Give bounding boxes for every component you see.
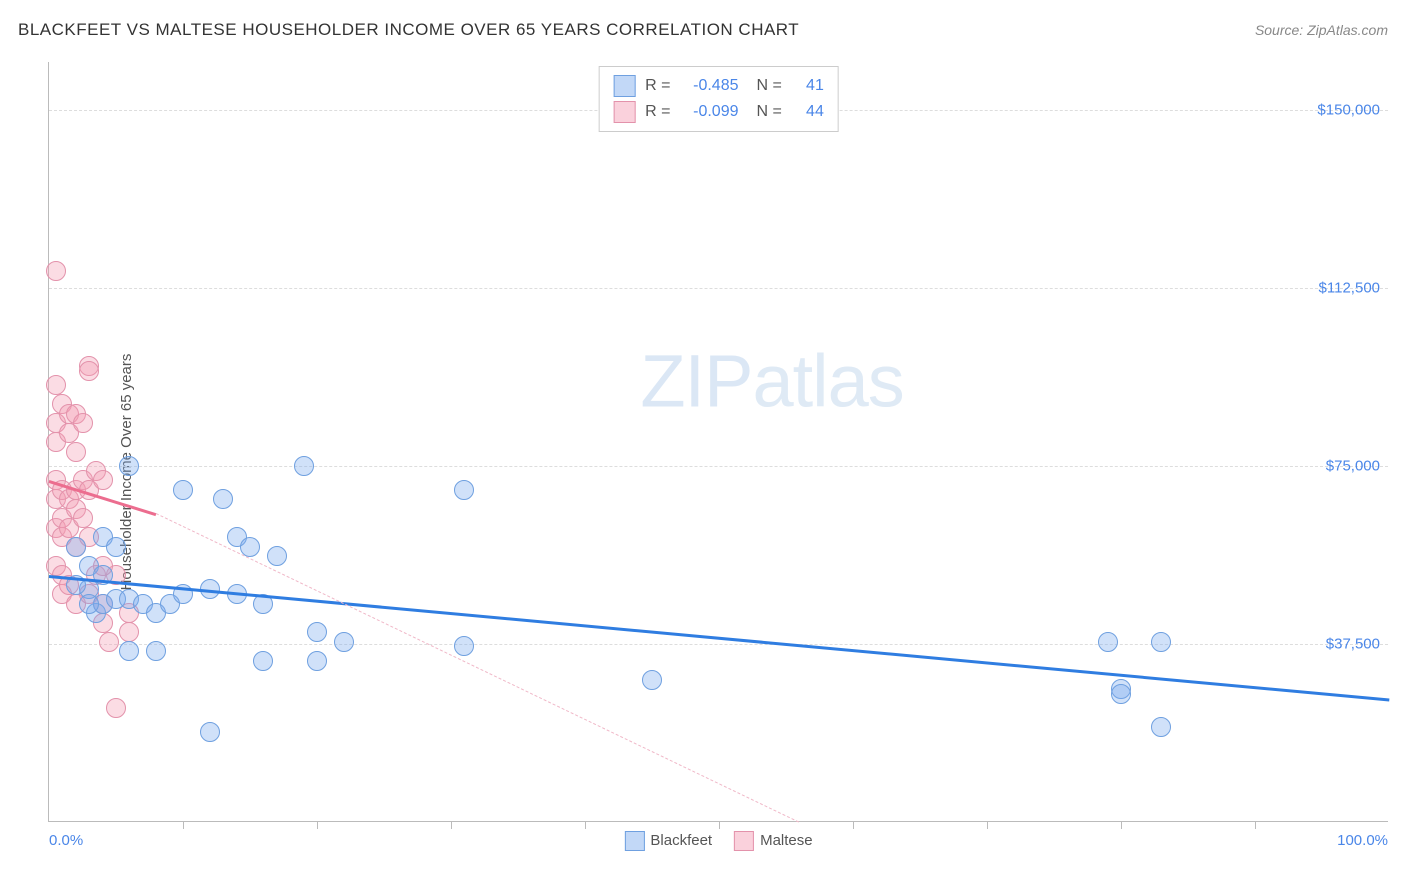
maltese-point	[99, 632, 119, 652]
maltese-point	[46, 375, 66, 395]
maltese-trendline-extrapolated	[156, 513, 800, 823]
blackfeet-point	[334, 632, 354, 652]
x-tick	[451, 821, 452, 829]
legend-n-value: 44	[792, 99, 824, 125]
legend-row: R = -0.099 N = 44	[613, 99, 824, 125]
scatter-plot: ZIPatlas R =-0.485N =41R =-0.099N =44 Bl…	[48, 62, 1388, 822]
maltese-point	[79, 361, 99, 381]
chart-title: BLACKFEET VS MALTESE HOUSEHOLDER INCOME …	[18, 20, 799, 40]
x-tick	[317, 821, 318, 829]
blackfeet-point	[294, 456, 314, 476]
x-tick	[183, 821, 184, 829]
legend-swatch	[613, 101, 635, 123]
legend-n-label: N =	[757, 73, 782, 99]
chart-area: Householder Income Over 65 years ZIPatla…	[0, 52, 1406, 892]
legend-label: Blackfeet	[650, 832, 712, 849]
x-tick	[719, 821, 720, 829]
maltese-point	[106, 698, 126, 718]
gridline	[49, 288, 1388, 289]
legend-r-label: R =	[645, 99, 670, 125]
blackfeet-point	[106, 537, 126, 557]
maltese-point	[119, 622, 139, 642]
chart-header: BLACKFEET VS MALTESE HOUSEHOLDER INCOME …	[0, 0, 1406, 48]
blackfeet-point	[173, 480, 193, 500]
blackfeet-point	[307, 651, 327, 671]
legend-r-value: -0.485	[681, 73, 739, 99]
blackfeet-point	[454, 480, 474, 500]
maltese-point	[73, 508, 93, 528]
blackfeet-point	[307, 622, 327, 642]
x-tick	[853, 821, 854, 829]
blackfeet-point	[1151, 717, 1171, 737]
blackfeet-point	[66, 537, 86, 557]
gridline	[49, 644, 1388, 645]
blackfeet-point	[454, 636, 474, 656]
blackfeet-point	[119, 641, 139, 661]
blackfeet-point	[1111, 684, 1131, 704]
legend-n-label: N =	[757, 99, 782, 125]
blackfeet-point	[146, 641, 166, 661]
x-min-label: 0.0%	[49, 832, 83, 849]
blackfeet-point	[1098, 632, 1118, 652]
maltese-point	[73, 413, 93, 433]
blackfeet-point	[240, 537, 260, 557]
gridline	[49, 466, 1388, 467]
legend-n-value: 41	[792, 73, 824, 99]
legend-r-value: -0.099	[681, 99, 739, 125]
y-tick-label: $112,500	[1319, 279, 1380, 296]
y-tick-label: $150,000	[1317, 101, 1380, 118]
blackfeet-point	[642, 670, 662, 690]
chart-source: Source: ZipAtlas.com	[1255, 22, 1388, 38]
blackfeet-trendline	[49, 575, 1389, 701]
blackfeet-point	[119, 456, 139, 476]
blackfeet-point	[79, 594, 99, 614]
x-tick	[987, 821, 988, 829]
legend-item: Blackfeet	[624, 831, 712, 851]
legend-r-label: R =	[645, 73, 670, 99]
blackfeet-point	[1151, 632, 1171, 652]
correlation-legend: R = -0.485 N = 41 R = -0.099 N = 44	[598, 66, 839, 132]
x-tick	[1121, 821, 1122, 829]
maltese-point	[66, 442, 86, 462]
legend-label: Maltese	[760, 832, 813, 849]
maltese-point	[93, 470, 113, 490]
y-tick-label: $75,000	[1326, 457, 1380, 474]
maltese-point	[46, 261, 66, 281]
blackfeet-point	[213, 489, 233, 509]
legend-swatch	[734, 831, 754, 851]
blackfeet-point	[253, 651, 273, 671]
watermark: ZIPatlas	[640, 338, 903, 423]
legend-swatch	[624, 831, 644, 851]
legend-row: R = -0.485 N = 41	[613, 73, 824, 99]
legend-swatch	[613, 75, 635, 97]
x-max-label: 100.0%	[1337, 832, 1388, 849]
legend-item: Maltese	[734, 831, 813, 851]
x-tick	[585, 821, 586, 829]
blackfeet-point	[267, 546, 287, 566]
x-tick	[1255, 821, 1256, 829]
blackfeet-point	[200, 722, 220, 742]
series-legend: Blackfeet Maltese	[624, 831, 812, 851]
y-tick-label: $37,500	[1326, 635, 1380, 652]
